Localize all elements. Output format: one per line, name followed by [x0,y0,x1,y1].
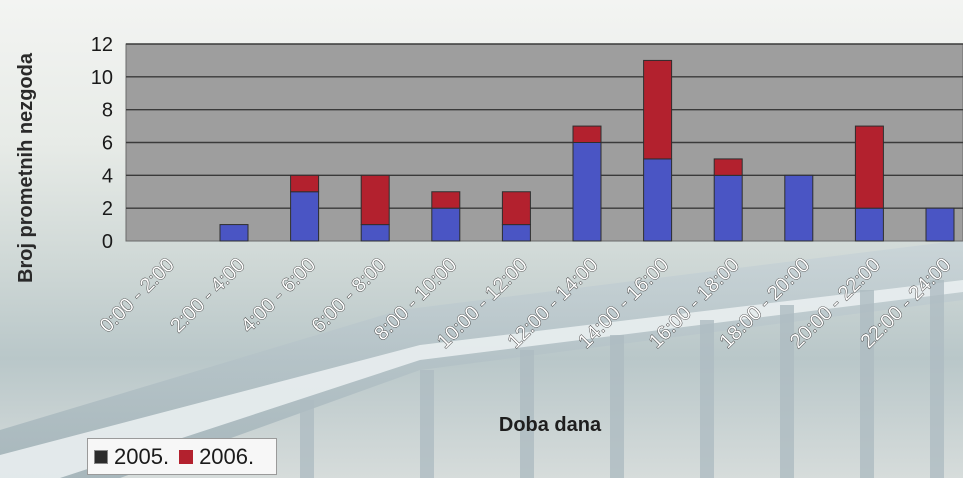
bar-segment-2005-3 [360,224,390,242]
bar-segment-2005-10 [854,207,884,242]
y-tick-label: 12 [91,34,113,56]
bar-segment-2006-7 [643,59,673,160]
legend-label-2006: 2006. [199,443,255,469]
y-tick-label: 10 [91,67,113,89]
x-axis-title: Doba dana [499,414,602,436]
bars [219,59,955,242]
bar-segment-2005-11 [925,207,955,242]
bar-segment-2005-1 [219,224,249,242]
y-tick-label: 2 [102,198,113,220]
y-axis-title: Broj prometnih nezgoda [15,52,37,283]
bar-segment-2005-5 [501,224,531,242]
bar-segment-2005-2 [290,191,320,242]
bar-segment-2005-7 [643,158,673,242]
gridlines [126,43,963,209]
bar-segment-2005-6 [572,142,602,242]
y-tick-label: 6 [102,133,113,155]
x-tick-label: 0:00 - 2:00 [96,254,179,337]
y-tick-label: 8 [102,100,113,122]
x-tick-label: 2:00 - 4:00 [166,254,249,337]
legend-swatch-2006 [179,449,194,464]
y-axis-ticks: 0 2 4 6 8 10 12 [91,34,113,253]
bar-segment-2006-8 [713,158,743,176]
chart-legend: 2005. 2006. [87,438,277,475]
bar-segment-2005-9 [784,174,814,242]
bar-segment-2005-8 [713,174,743,242]
bar-segment-2006-6 [572,125,602,144]
y-tick-label: 0 [102,231,113,253]
y-tick-label: 4 [102,165,113,187]
x-axis-ticks: 0:00 - 2:002:00 - 4:004:00 - 6:006:00 - … [95,254,956,354]
bar-segment-2006-10 [854,125,884,209]
legend-label-2005: 2005. [114,443,170,469]
legend-swatch-2005 [94,449,108,464]
bar-segment-2005-4 [431,207,461,242]
x-tick-label: 4:00 - 6:00 [237,254,320,337]
bar-segment-2006-5 [501,191,531,226]
bar-segment-2006-3 [360,174,390,226]
bar-segment-2006-2 [290,174,320,193]
bar-segment-2006-4 [431,191,461,209]
